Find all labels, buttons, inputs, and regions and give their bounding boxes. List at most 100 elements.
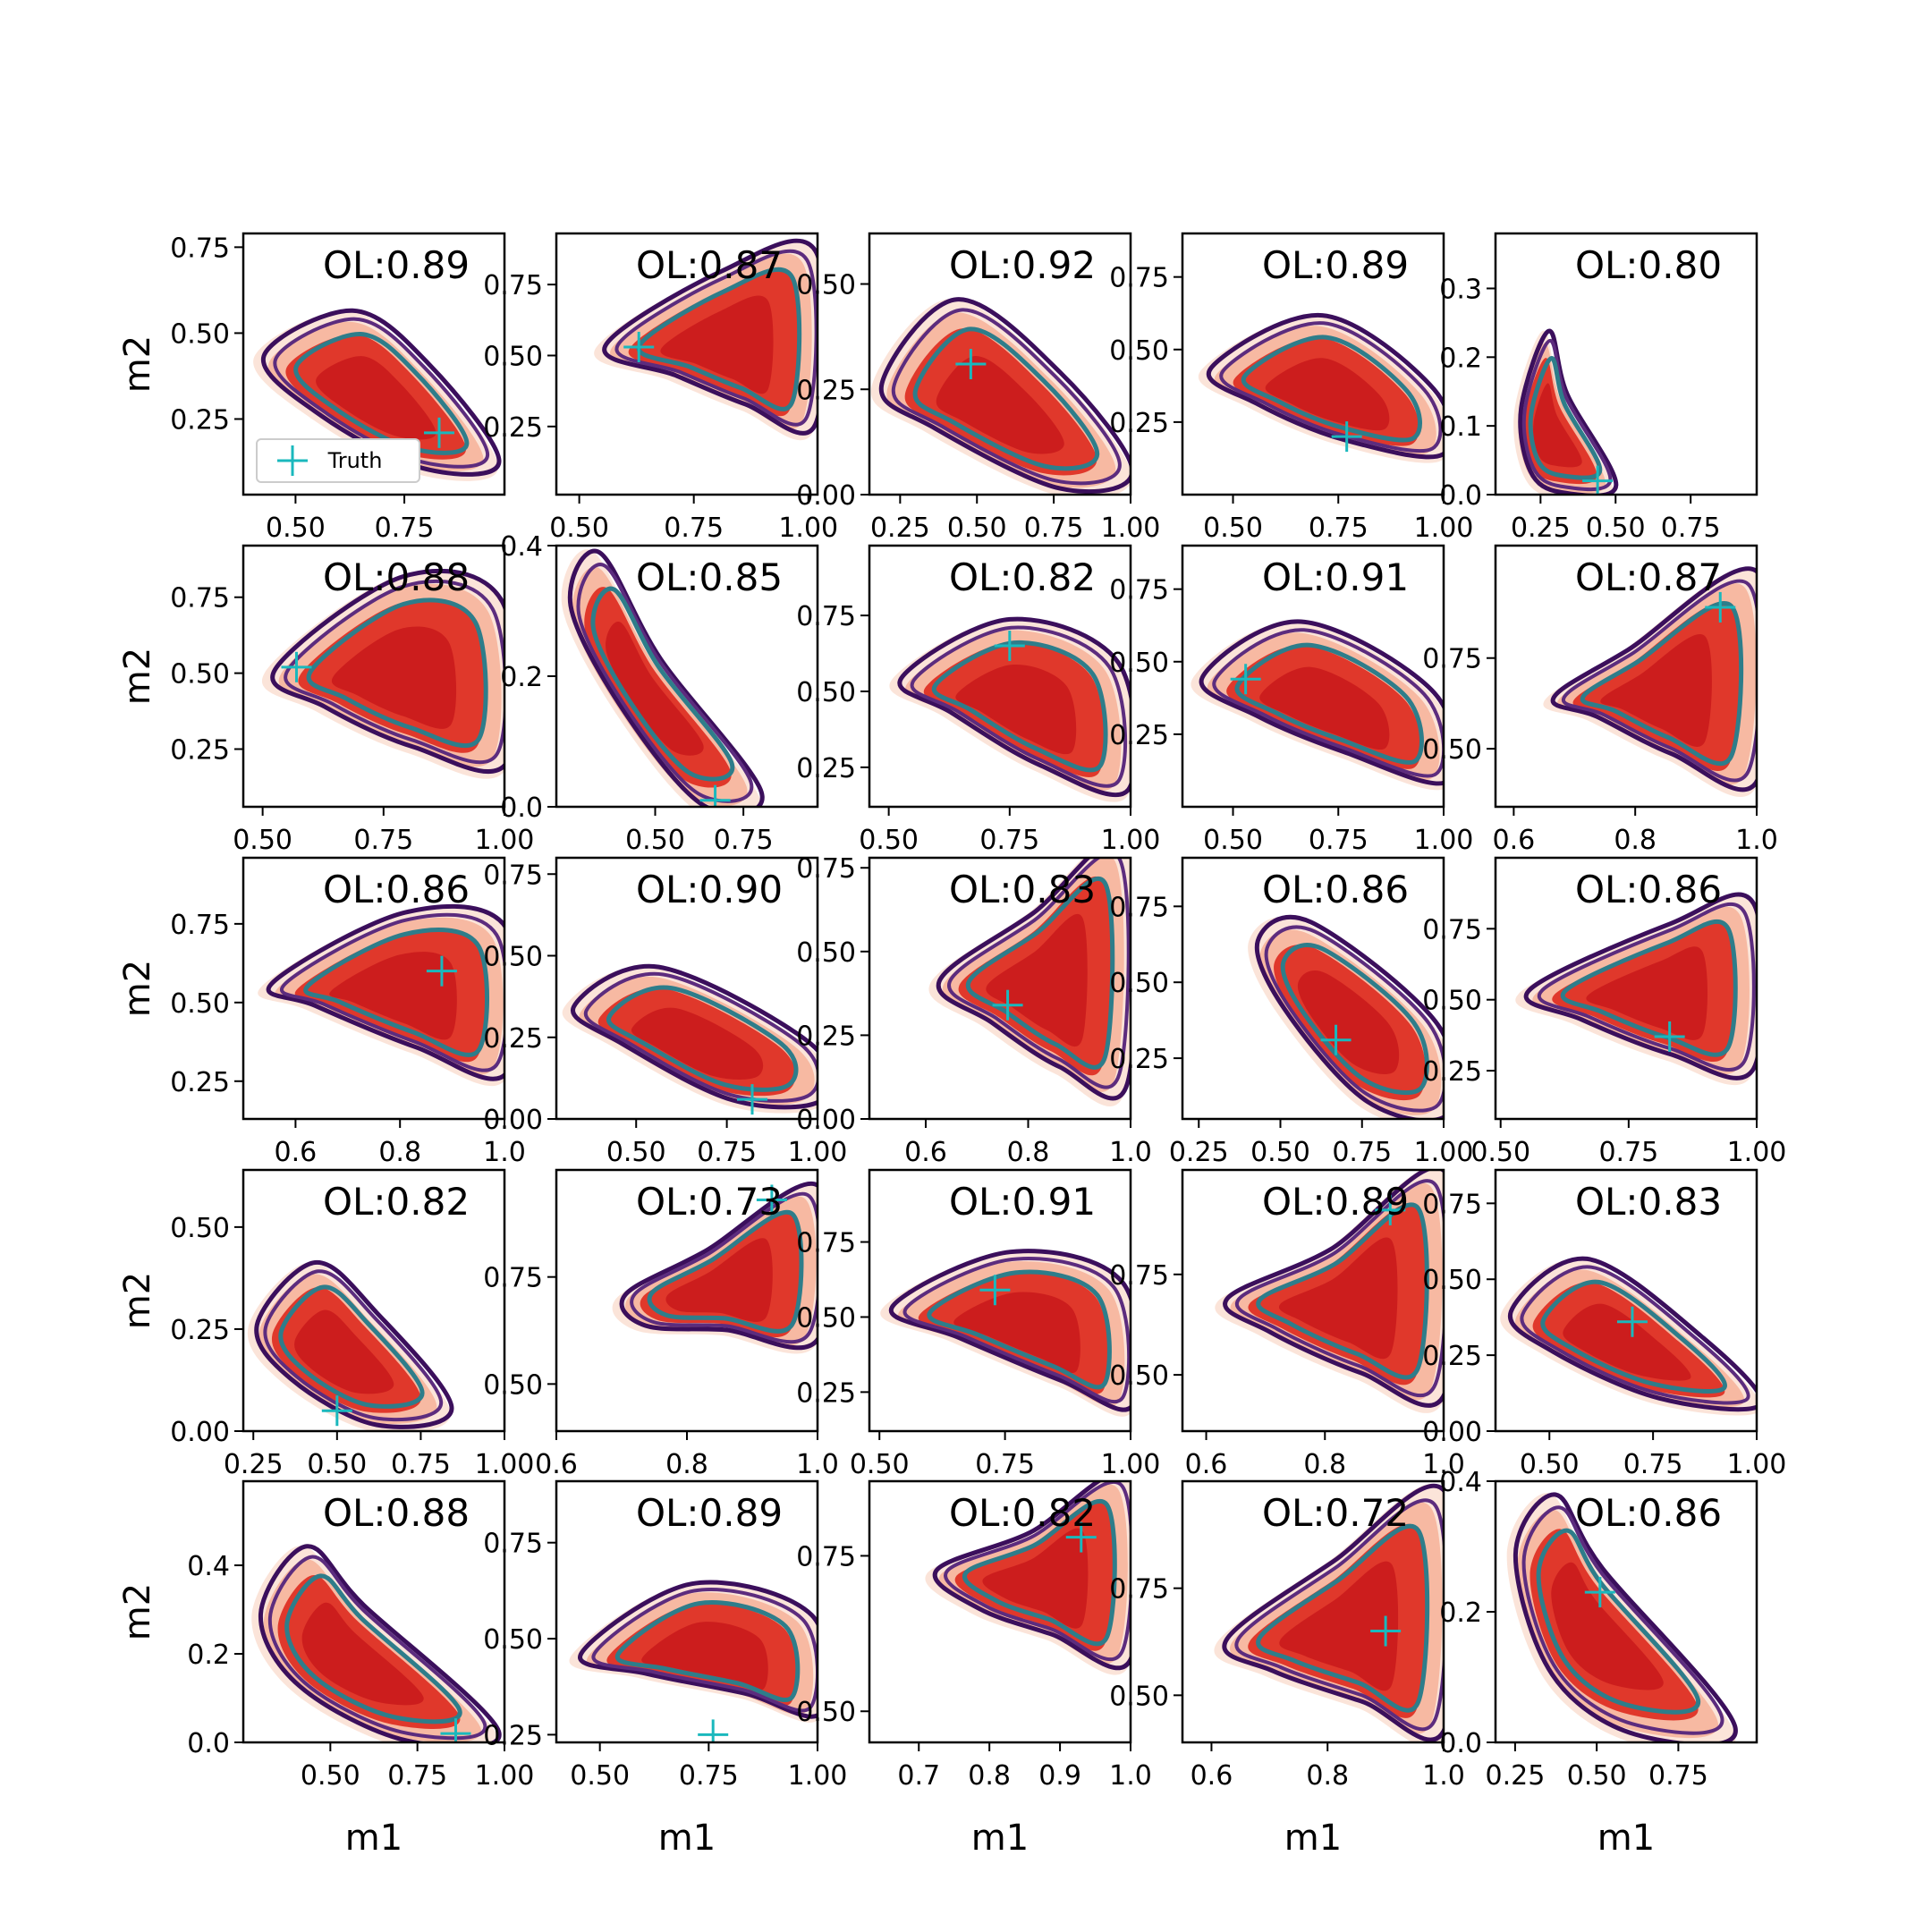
axes-frame [1181,1479,1445,1744]
x-tick-label: 0.75 [1024,513,1084,544]
x-tick-label: 0.50 [307,1449,367,1480]
legend: Truth [256,438,420,483]
contour-line-inner [1241,335,1422,443]
y-tick-label: 0.75 [483,1529,543,1560]
filled-level-core [631,1007,764,1080]
contour-line-inner [636,267,802,411]
contour-line-inner [1528,356,1603,480]
truth-marker [698,1719,729,1742]
panel-contours [1248,915,1444,1119]
x-tick-label: 0.6 [275,1137,318,1168]
overlap-label: OL:0.91 [1262,555,1409,599]
y-tick-label: 0.25 [1109,720,1169,751]
y-tick-label: 0.75 [170,910,230,941]
y-tick-label: 0.50 [796,1302,856,1334]
x-tick-label: 0.8 [1614,825,1657,856]
y-tick-label: 0.4 [500,531,543,563]
contour-line-outer [619,1181,818,1351]
y-tick-label: 0.50 [170,988,230,1020]
y-tick-label: 0.25 [170,734,230,766]
truth-marker [994,631,1025,662]
x-tick-label: 0.75 [1623,1449,1683,1480]
panel-2: 0.50 0.75 1.00 0.25 0.50 0.75 OL:0.87 [483,232,838,544]
contour-line-mid [891,308,1122,486]
axes-frame [1494,1168,1758,1433]
panel-contours [1543,566,1757,798]
x-tick-label: 0.75 [979,825,1039,856]
contour-line-outer [897,616,1131,798]
contour-line-outer [254,1259,454,1429]
overlap-label: OL:0.86 [1575,1491,1722,1535]
panel-contours [258,903,504,1086]
y-tick-label: 0.2 [1439,1597,1482,1629]
y-tick-label: 0.75 [796,1541,856,1572]
x-axis-label: m1 [345,1818,402,1859]
filled-level-core [1278,1237,1398,1360]
panel-contours [594,238,818,441]
overlap-label: OL:0.86 [323,868,470,911]
axes-frame [555,1479,819,1744]
x-tick-label: 0.50 [1520,1449,1580,1480]
x-tick-label: 0.50 [301,1760,360,1792]
panel-8: 0.50 0.75 1.00 0.25 0.50 0.75 OL:0.82 [796,544,1160,856]
truth-marker [440,1718,471,1742]
y-tick-label: 0.50 [483,942,543,973]
x-tick-label: 0.8 [1303,1449,1346,1480]
contour-line-outer [1254,915,1444,1119]
axes-frame [868,1168,1132,1433]
overlap-label: OL:0.90 [636,868,783,911]
overlap-label: OL:0.89 [636,1491,783,1535]
contour-line-inner [606,985,799,1092]
x-tick-label: 0.50 [1203,825,1263,856]
x-tick-label: 0.50 [1567,1760,1627,1792]
axes-frame [1181,856,1445,1121]
x-tick-label: 0.75 [1309,513,1368,544]
contour-line-mid [583,971,818,1103]
contour-line-outer [878,297,1131,495]
y-tick-label: 0.4 [187,1551,230,1582]
filled-level-core [316,356,436,440]
y-tick-label: 0.75 [1109,1260,1169,1292]
x-axis-label: m1 [658,1818,716,1859]
contour-line-outer [1550,566,1757,792]
panel-7: 0.50 0.75 0.0 0.2 0.4 OL:0.85 [500,531,819,856]
y-tick-label: 0.00 [796,480,856,512]
x-axis-label: m1 [971,1818,1029,1859]
truth-marker [1230,664,1261,695]
y-axis-label: m2 [117,335,158,393]
contour-line-outer [932,1481,1131,1671]
contour-line-outer [567,548,765,807]
filled-level-core [665,1238,773,1322]
contour-line-mid [280,912,504,1072]
overlap-label: OL:0.89 [1262,1180,1409,1224]
contour-line-mid [267,1555,487,1741]
panel-4: 0.50 0.75 1.00 0.25 0.50 0.75 OL:0.89 [1109,232,1473,544]
contour-line-mid [576,563,754,803]
contour-line-outer [1507,1256,1757,1412]
filled-level-core [1265,358,1390,431]
contour-line-outer [270,568,504,775]
panel-11: 0.6 0.8 1.0 0.25 0.50 0.75 OL:0.86 m2 [117,856,526,1168]
x-axis-label: m1 [1597,1818,1655,1859]
y-tick-label: 0.25 [796,753,856,784]
y-tick-label: 0.25 [1422,1341,1482,1372]
y-tick-label: 0.75 [1422,914,1482,945]
filled-level-core [1586,946,1708,1040]
x-tick-label: 1.0 [1422,1760,1465,1792]
x-tick-label: 0.6 [535,1449,578,1480]
contour-line-mid [273,317,490,469]
contour-line-mid [591,1588,818,1713]
contour-line-outer [266,903,504,1081]
overlap-label: OL:0.82 [949,555,1096,599]
panel-6: 0.50 0.75 1.00 0.25 0.50 0.75 OL:0.88 m2 [117,544,534,856]
contour-line-mid [1219,321,1443,453]
panel-23: 0.7 0.8 0.9 1.0 0.50 0.75 OL:0.82 m1 [796,1479,1152,1859]
contour-line-inner [1580,601,1744,767]
filled-level-core [1533,383,1582,468]
y-tick-label: 0.25 [796,375,856,406]
truth-marker [756,1184,787,1216]
x-tick-label: 0.75 [1661,513,1721,544]
x-tick-label: 0.75 [697,1137,757,1168]
filled-level-core [294,1309,394,1394]
x-tick-label: 1.0 [796,1449,839,1480]
